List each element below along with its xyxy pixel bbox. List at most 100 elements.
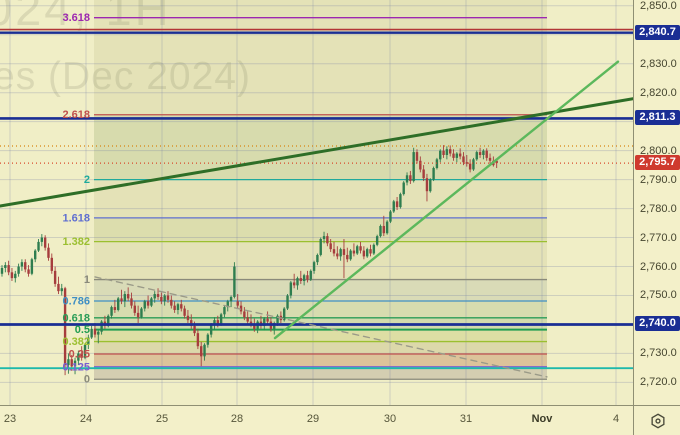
candle-body bbox=[319, 239, 322, 255]
dark-green-trendline[interactable] bbox=[0, 97, 635, 208]
watermark-description: es (Dec 2024) bbox=[0, 55, 251, 98]
candle-body bbox=[273, 323, 276, 329]
candle-body bbox=[87, 337, 90, 345]
candle-body bbox=[422, 169, 425, 179]
candle-body bbox=[385, 221, 389, 234]
price-tick-label: 2,830.0 bbox=[640, 57, 677, 70]
chart-pane[interactable]: 024, 1H es (Dec 2024) 3.6182.61821.6181.… bbox=[0, 0, 635, 405]
candle-body bbox=[359, 246, 362, 251]
candle-body bbox=[316, 254, 319, 263]
candle-body bbox=[369, 249, 372, 254]
candle-body bbox=[163, 295, 166, 302]
candle-body bbox=[77, 353, 80, 361]
time-tick-label: 30 bbox=[383, 413, 397, 425]
candle-body bbox=[495, 160, 498, 164]
candle-body bbox=[458, 153, 462, 157]
candle-body bbox=[80, 353, 83, 358]
fib-level-label: 1.382 bbox=[62, 236, 90, 248]
candle-body bbox=[90, 328, 93, 338]
candle-body bbox=[200, 346, 203, 357]
candle-body bbox=[183, 308, 186, 316]
candle-body bbox=[63, 288, 67, 366]
dashed-gray-trendline[interactable] bbox=[94, 276, 548, 378]
price-axis[interactable]: 2,850.0 2,830.0 2,820.0 2,800.0 2,790.0 2,780… bbox=[633, 0, 680, 405]
candle-body bbox=[37, 241, 40, 251]
price-badge: 2,795.7 bbox=[635, 155, 680, 171]
candle-body bbox=[292, 282, 296, 286]
candle-body bbox=[379, 225, 382, 237]
candle-body bbox=[170, 299, 173, 306]
candle-body bbox=[176, 304, 180, 310]
fib-level-label: 0.125 bbox=[62, 361, 90, 373]
candle-body bbox=[322, 236, 326, 240]
candle-body bbox=[153, 294, 156, 299]
candle-body bbox=[299, 278, 302, 282]
time-axis[interactable]: 23 24 25 28 29 30 31 Nov 4 bbox=[0, 405, 633, 435]
candle-body bbox=[30, 259, 34, 274]
candle-body bbox=[93, 328, 97, 335]
candle-body bbox=[236, 301, 239, 306]
price-tick-label: 2,780.0 bbox=[640, 202, 677, 215]
candle-body bbox=[193, 325, 196, 334]
candle-body bbox=[346, 254, 349, 260]
price-tick-label: 2,850.0 bbox=[640, 0, 677, 12]
candle-body bbox=[266, 318, 269, 322]
price-tick-label: 2,820.0 bbox=[640, 86, 677, 99]
candle-body bbox=[34, 250, 37, 260]
fib-level-label: 0.5 bbox=[75, 324, 90, 336]
time-tick-label: 4 bbox=[612, 413, 620, 425]
candle-body bbox=[196, 333, 200, 347]
candle-body bbox=[0, 267, 4, 274]
candle-body bbox=[117, 298, 120, 310]
axis-settings-button[interactable] bbox=[633, 405, 680, 435]
candle-body bbox=[110, 307, 113, 316]
candle-body bbox=[180, 304, 183, 309]
price-tick-label: 2,750.0 bbox=[640, 289, 677, 302]
candle-body bbox=[216, 320, 219, 325]
candle-body bbox=[53, 270, 57, 284]
fib-level-label: 2.618 bbox=[62, 109, 90, 121]
candle-body bbox=[20, 262, 24, 267]
candle-body bbox=[17, 266, 20, 274]
candle-body bbox=[482, 150, 485, 155]
fib-band bbox=[94, 0, 547, 380]
candle-body bbox=[160, 296, 163, 302]
candle-body bbox=[190, 320, 193, 326]
time-tick-label: 24 bbox=[79, 413, 93, 425]
candle-body bbox=[302, 275, 306, 282]
fib-band bbox=[94, 329, 547, 342]
candle-body bbox=[156, 294, 160, 297]
candle-body bbox=[113, 307, 117, 310]
candle-body bbox=[409, 175, 412, 182]
price-tick-label: 2,770.0 bbox=[640, 231, 677, 244]
candle-body bbox=[449, 149, 452, 154]
price-chart[interactable]: 024, 1H es (Dec 2024) 3.6182.61821.6181.… bbox=[0, 0, 635, 405]
candle-body bbox=[233, 266, 236, 297]
candle-body bbox=[130, 298, 133, 306]
candle-body bbox=[382, 225, 385, 234]
candle-body bbox=[206, 334, 210, 345]
fib-band bbox=[94, 354, 547, 367]
candle-body bbox=[100, 321, 103, 332]
candle-body bbox=[402, 182, 405, 195]
candle-body bbox=[336, 253, 339, 257]
candle-body bbox=[107, 315, 110, 326]
candle-body bbox=[485, 150, 488, 158]
candle-body bbox=[415, 152, 419, 161]
candle-body bbox=[253, 324, 256, 329]
candle-body bbox=[362, 250, 366, 257]
candle-body bbox=[439, 150, 442, 160]
candle-body bbox=[67, 359, 70, 366]
price-badge: 2,740.0 bbox=[635, 316, 680, 332]
candle-body bbox=[263, 318, 266, 326]
candle-body bbox=[173, 305, 176, 310]
candle-body bbox=[47, 247, 50, 258]
settings-hexagon-icon bbox=[650, 413, 665, 429]
candle-body bbox=[395, 201, 399, 208]
candle-body bbox=[465, 162, 468, 164]
light-green-trendline[interactable] bbox=[273, 60, 620, 340]
fib-band bbox=[94, 279, 547, 301]
candle-body bbox=[296, 278, 299, 286]
candle-body bbox=[133, 305, 136, 313]
candle-body bbox=[289, 282, 293, 296]
